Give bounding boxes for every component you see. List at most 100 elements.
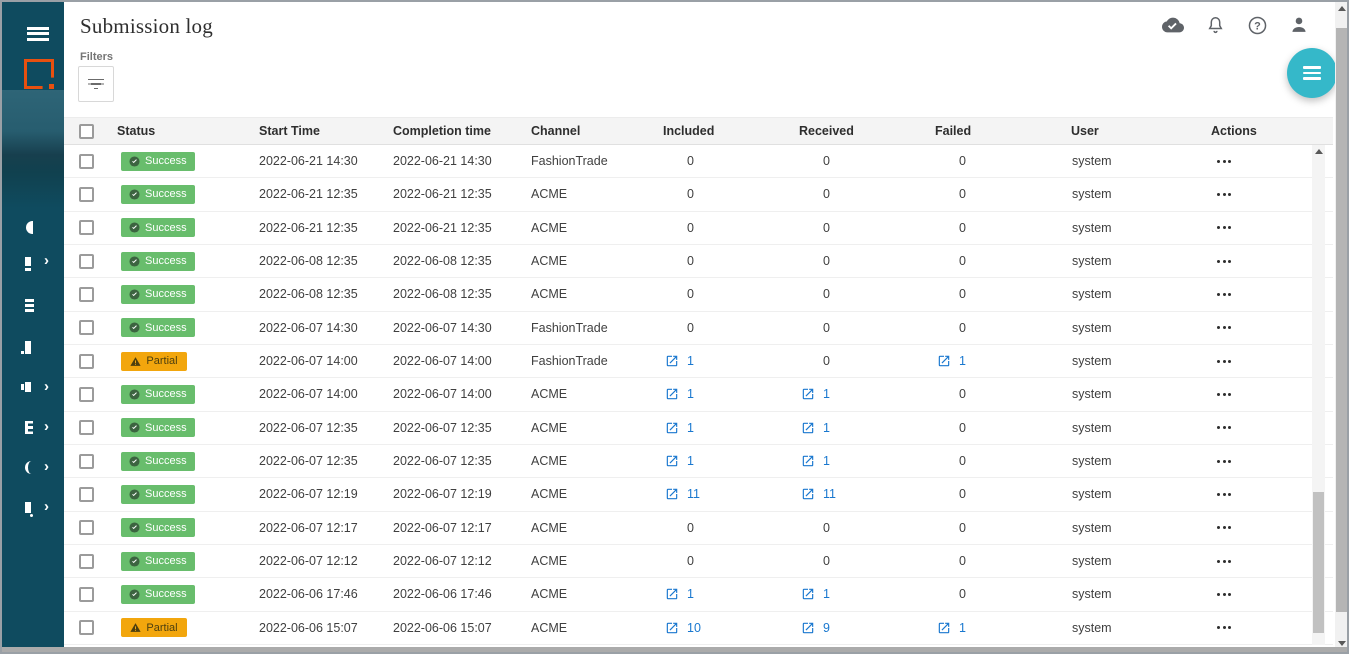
channel: ACME xyxy=(531,587,568,602)
row-checkbox[interactable] xyxy=(79,453,94,469)
page-scrollbar[interactable] xyxy=(1335,2,1347,652)
sidebar-item-2[interactable]: › xyxy=(2,252,64,271)
start-time: 2022-06-07 14:00 xyxy=(259,387,358,402)
count-link[interactable]: 11 xyxy=(687,487,700,502)
scroll-down-icon[interactable] xyxy=(1338,641,1346,646)
table-scrollbar[interactable] xyxy=(1312,145,1325,645)
open-in-new-icon[interactable] xyxy=(801,621,815,635)
row-actions-button[interactable] xyxy=(1215,554,1233,569)
count-link[interactable]: 9 xyxy=(823,620,830,635)
open-in-new-icon[interactable] xyxy=(937,621,951,635)
count-value: 0 xyxy=(959,420,966,435)
row-checkbox[interactable] xyxy=(79,186,94,202)
sidebar-item-8[interactable]: › xyxy=(2,498,64,517)
fab-menu-button[interactable] xyxy=(1287,48,1337,98)
row-checkbox[interactable] xyxy=(79,520,94,536)
channel: FashionTrade xyxy=(531,354,608,369)
count-link[interactable]: 11 xyxy=(823,487,836,502)
chevron-right-icon: › xyxy=(44,378,49,395)
count-link[interactable]: 1 xyxy=(687,587,694,602)
table-row: Partial 2022-06-07 14:00 2022-06-07 14:0… xyxy=(64,345,1333,379)
row-checkbox[interactable] xyxy=(79,286,94,302)
row-actions-button[interactable] xyxy=(1215,454,1233,469)
scroll-up-icon[interactable] xyxy=(1338,6,1346,11)
row-checkbox[interactable] xyxy=(79,386,94,402)
page-scrollbar-thumb[interactable] xyxy=(1336,28,1347,612)
table-scrollbar-thumb[interactable] xyxy=(1313,492,1324,633)
sidebar-item-6[interactable]: › xyxy=(2,418,64,436)
open-in-new-icon[interactable] xyxy=(665,354,679,368)
warning-icon xyxy=(130,623,142,633)
row-actions-button[interactable] xyxy=(1215,220,1233,235)
check-circle-icon xyxy=(129,522,140,533)
row-actions-button[interactable] xyxy=(1215,287,1233,302)
count-link[interactable]: 1 xyxy=(687,387,694,402)
row-checkbox[interactable] xyxy=(79,253,94,269)
row-checkbox[interactable] xyxy=(79,586,94,602)
row-checkbox[interactable] xyxy=(79,320,94,336)
row-actions-button[interactable] xyxy=(1215,187,1233,202)
open-in-new-icon[interactable] xyxy=(801,387,815,401)
row-checkbox[interactable] xyxy=(79,153,94,169)
count-link[interactable]: 1 xyxy=(687,420,694,435)
row-actions-button[interactable] xyxy=(1215,620,1233,635)
received-cell: 0 xyxy=(796,545,932,577)
open-in-new-icon[interactable] xyxy=(801,454,815,468)
failed-cell: 0 xyxy=(932,278,1068,310)
open-in-new-icon[interactable] xyxy=(937,354,951,368)
count-link[interactable]: 1 xyxy=(823,454,830,469)
row-actions-button[interactable] xyxy=(1215,587,1233,602)
select-all-checkbox[interactable] xyxy=(79,123,94,139)
count-link[interactable]: 1 xyxy=(959,620,966,635)
row-checkbox[interactable] xyxy=(79,553,94,569)
received-cell: 1 xyxy=(796,445,932,477)
count-link[interactable]: 1 xyxy=(959,354,966,369)
row-actions-button[interactable] xyxy=(1215,420,1233,435)
sidebar-item-3[interactable] xyxy=(2,296,64,314)
open-in-new-icon[interactable] xyxy=(801,421,815,435)
open-in-new-icon[interactable] xyxy=(665,487,679,501)
open-in-new-icon[interactable] xyxy=(801,587,815,601)
row-checkbox[interactable] xyxy=(79,220,94,236)
open-in-new-icon[interactable] xyxy=(665,587,679,601)
count-link[interactable]: 1 xyxy=(687,454,694,469)
table-row: Success 2022-06-06 17:46 2022-06-06 17:4… xyxy=(64,578,1333,612)
row-actions-button[interactable] xyxy=(1215,520,1233,535)
row-actions-button[interactable] xyxy=(1215,387,1233,402)
notifications-icon[interactable] xyxy=(1204,14,1226,36)
app-logo[interactable] xyxy=(24,59,54,89)
row-checkbox[interactable] xyxy=(79,353,94,369)
count-link[interactable]: 10 xyxy=(687,620,701,635)
row-checkbox[interactable] xyxy=(79,486,94,502)
row-actions-button[interactable] xyxy=(1215,354,1233,369)
open-in-new-icon[interactable] xyxy=(665,454,679,468)
completion-time: 2022-06-07 12:35 xyxy=(393,454,492,469)
count-link[interactable]: 1 xyxy=(687,354,694,369)
sidebar-item-7[interactable]: › xyxy=(2,458,64,476)
count-link[interactable]: 1 xyxy=(823,587,830,602)
row-actions-button[interactable] xyxy=(1215,320,1233,335)
cloud-done-icon[interactable] xyxy=(1162,14,1184,36)
sidebar-item-5[interactable]: › xyxy=(2,378,64,396)
row-actions-button[interactable] xyxy=(1215,154,1233,169)
open-in-new-icon[interactable] xyxy=(801,487,815,501)
open-in-new-icon[interactable] xyxy=(665,621,679,635)
sidebar-menu-button[interactable] xyxy=(27,27,49,41)
filter-button[interactable] xyxy=(78,66,114,102)
status-label: Success xyxy=(145,421,187,434)
help-icon[interactable]: ? xyxy=(1246,14,1268,36)
sidebar-item-1[interactable] xyxy=(2,218,64,236)
received-cell: 0 xyxy=(796,312,932,344)
sidebar-item-4[interactable] xyxy=(2,338,64,356)
scroll-up-icon[interactable] xyxy=(1314,149,1323,154)
row-checkbox[interactable] xyxy=(79,620,94,636)
count-link[interactable]: 1 xyxy=(823,387,830,402)
received-cell: 0 xyxy=(796,512,932,544)
row-checkbox[interactable] xyxy=(79,420,94,436)
account-icon[interactable] xyxy=(1288,14,1310,36)
row-actions-button[interactable] xyxy=(1215,254,1233,269)
open-in-new-icon[interactable] xyxy=(665,421,679,435)
count-link[interactable]: 1 xyxy=(823,420,830,435)
open-in-new-icon[interactable] xyxy=(665,387,679,401)
row-actions-button[interactable] xyxy=(1215,487,1233,502)
